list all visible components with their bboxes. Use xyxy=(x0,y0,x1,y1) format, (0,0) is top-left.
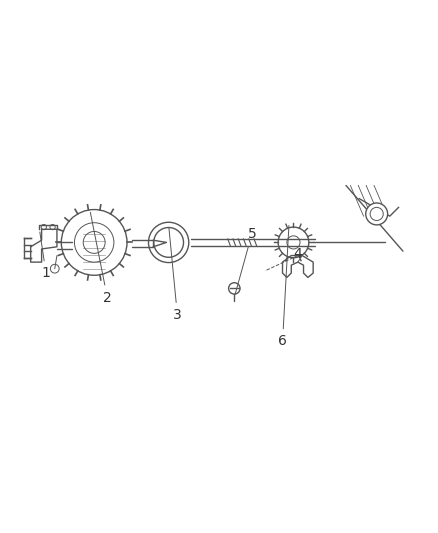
Text: 5: 5 xyxy=(235,227,256,295)
Text: 4: 4 xyxy=(293,247,302,261)
Text: 6: 6 xyxy=(278,225,289,349)
Text: 1: 1 xyxy=(40,232,50,280)
Text: 2: 2 xyxy=(90,212,112,304)
Text: 3: 3 xyxy=(169,228,182,322)
Circle shape xyxy=(366,203,388,225)
